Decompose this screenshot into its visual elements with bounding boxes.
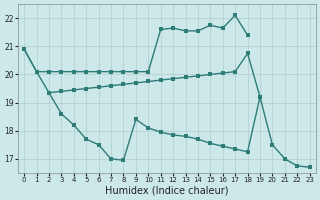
- X-axis label: Humidex (Indice chaleur): Humidex (Indice chaleur): [105, 186, 229, 196]
